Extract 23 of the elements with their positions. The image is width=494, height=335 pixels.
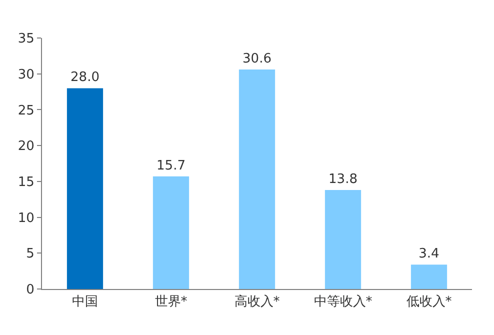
data-label: 3.4 — [418, 246, 440, 262]
y-tick-label: 30 — [18, 67, 34, 82]
y-tick-label: 0 — [26, 282, 34, 298]
data-label: 28.0 — [70, 70, 100, 86]
bar — [324, 190, 362, 289]
bar — [238, 70, 276, 289]
bar — [152, 176, 190, 289]
y-tick-label: 20 — [18, 139, 34, 154]
bar — [410, 264, 448, 289]
y-tick-label: 10 — [18, 210, 34, 226]
x-tick-label: 世界* — [154, 294, 188, 310]
y-tick-label: 25 — [18, 103, 34, 118]
x-tick-label: 低收入* — [406, 294, 452, 310]
y-tick-label: 15 — [18, 174, 34, 190]
y-tick-label: 5 — [26, 246, 34, 262]
data-label: 13.8 — [328, 172, 358, 188]
data-label: 30.6 — [242, 52, 272, 67]
bar — [66, 88, 104, 289]
y-tick-label: 35 — [18, 32, 34, 47]
x-tick-label: 中国 — [72, 294, 98, 310]
x-tick-label: 高收入* — [234, 294, 280, 310]
x-tick-label: 中等收入* — [314, 294, 373, 310]
data-label: 15.7 — [156, 158, 186, 174]
